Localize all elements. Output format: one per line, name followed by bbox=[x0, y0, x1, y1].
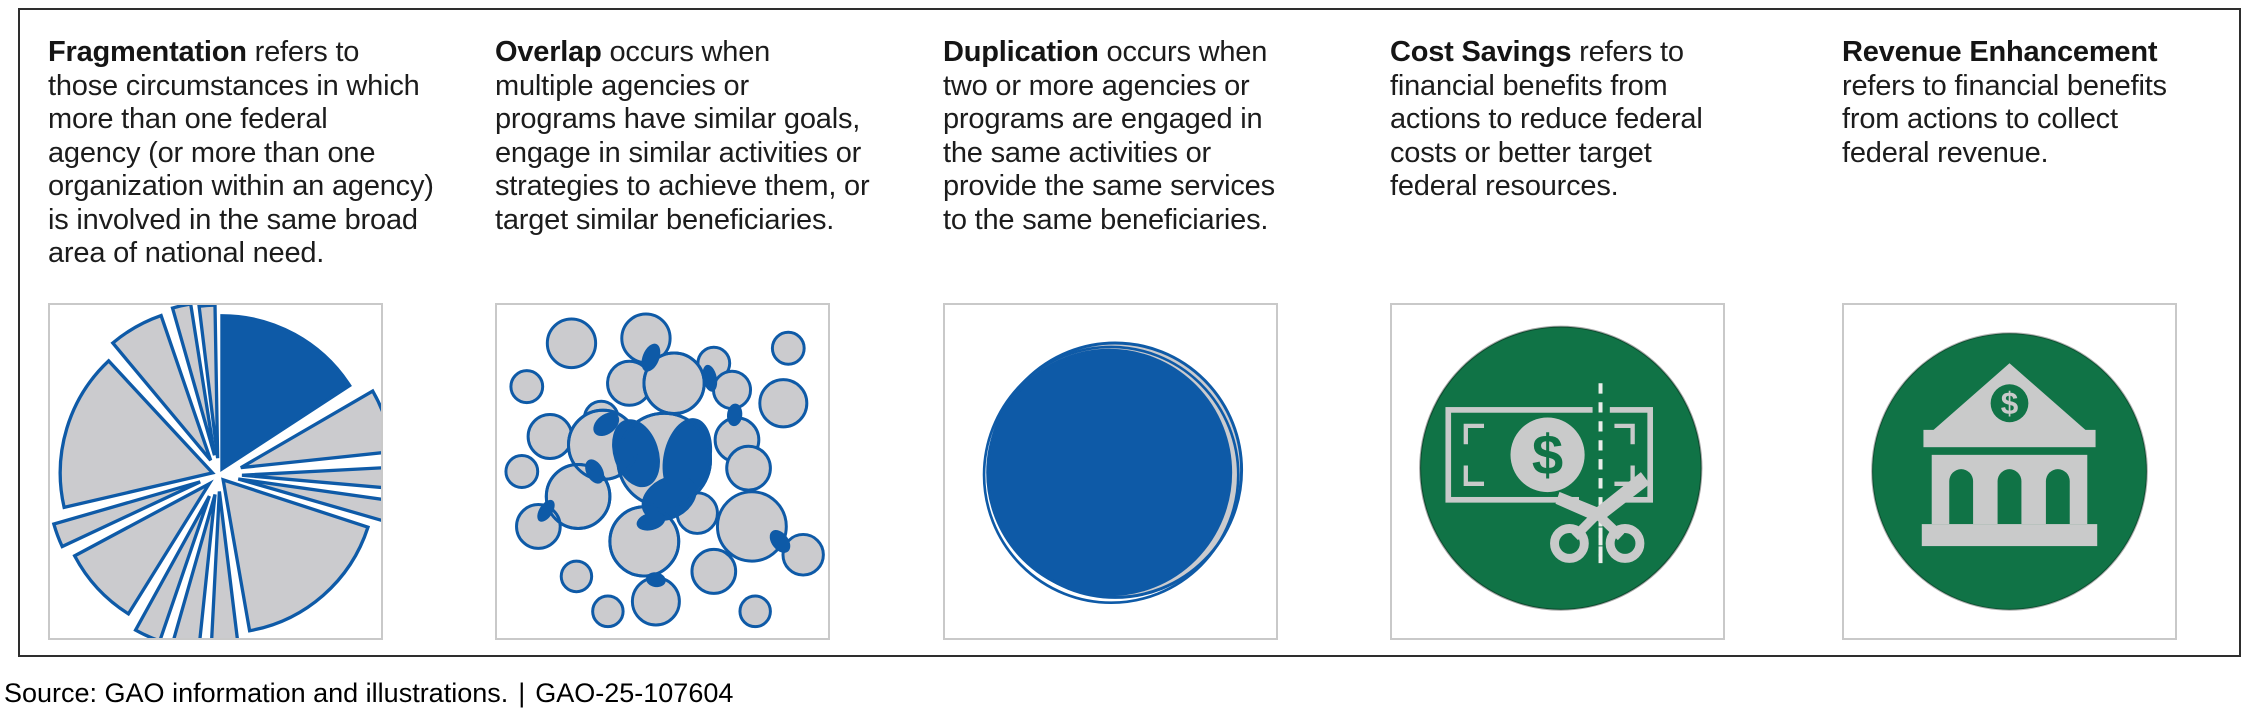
duplication-circles-icon bbox=[943, 303, 1278, 640]
svg-text:$: $ bbox=[1532, 423, 1563, 486]
fragmentation-pie-svg bbox=[51, 305, 381, 638]
duplication-definition: Duplication occurs when two or more agen… bbox=[943, 36, 1363, 237]
overlap-bubbles-icon bbox=[495, 303, 830, 640]
column-duplication: Duplication occurs when two or more agen… bbox=[943, 36, 1363, 640]
cost-savings-description: refers to financial benefits from action… bbox=[1390, 36, 1703, 202]
overlap-definition: Overlap occurs when multiple agencies or… bbox=[495, 36, 915, 237]
overlap-bubbles-svg bbox=[504, 312, 825, 629]
source-line: Source: GAO information and illustration… bbox=[4, 678, 733, 709]
column-fragmentation: Fragmentation refers to those circumstan… bbox=[48, 36, 468, 640]
source-separator: | bbox=[518, 678, 526, 708]
fragmentation-pie-icon bbox=[48, 303, 383, 640]
cost-savings-scissors-svg: $ bbox=[1419, 325, 1703, 611]
duplication-term: Duplication bbox=[943, 36, 1099, 68]
duplication-circles-svg bbox=[982, 341, 1244, 605]
revenue-enhancement-bank-svg: $ bbox=[1871, 332, 2148, 611]
cost-savings-scissors-icon: $ bbox=[1390, 303, 1725, 640]
overlap-term: Overlap bbox=[495, 36, 602, 68]
duplication-description: occurs when two or more agencies or prog… bbox=[943, 36, 1275, 236]
fragmentation-definition: Fragmentation refers to those circumstan… bbox=[48, 36, 468, 271]
column-cost-savings: Cost Savings refers to financial benefit… bbox=[1390, 36, 1810, 640]
fragmentation-description: refers to those circumstances in which m… bbox=[48, 36, 434, 269]
figure-border-frame: Fragmentation refers to those circumstan… bbox=[18, 8, 2241, 657]
cost-savings-term: Cost Savings bbox=[1390, 36, 1572, 68]
overlap-description: occurs when multiple agencies or program… bbox=[495, 36, 870, 236]
cost-savings-definition: Cost Savings refers to financial benefit… bbox=[1390, 36, 1810, 204]
svg-text:$: $ bbox=[2001, 385, 2019, 421]
column-overlap: Overlap occurs when multiple agencies or… bbox=[495, 36, 915, 640]
revenue-enhancement-bank-icon: $ bbox=[1842, 303, 2177, 640]
report-number: GAO-25-107604 bbox=[535, 678, 734, 708]
fragmentation-term: Fragmentation bbox=[48, 36, 247, 68]
revenue-enhancement-definition: Revenue Enhancement refers to financial … bbox=[1842, 36, 2250, 170]
revenue-enhancement-term: Revenue Enhancement bbox=[1842, 36, 2158, 68]
column-revenue-enhancement: Revenue Enhancement refers to financial … bbox=[1842, 36, 2250, 640]
revenue-enhancement-description: refers to financial benefits from action… bbox=[1842, 69, 2167, 169]
source-text: Source: GAO information and illustration… bbox=[4, 678, 509, 708]
